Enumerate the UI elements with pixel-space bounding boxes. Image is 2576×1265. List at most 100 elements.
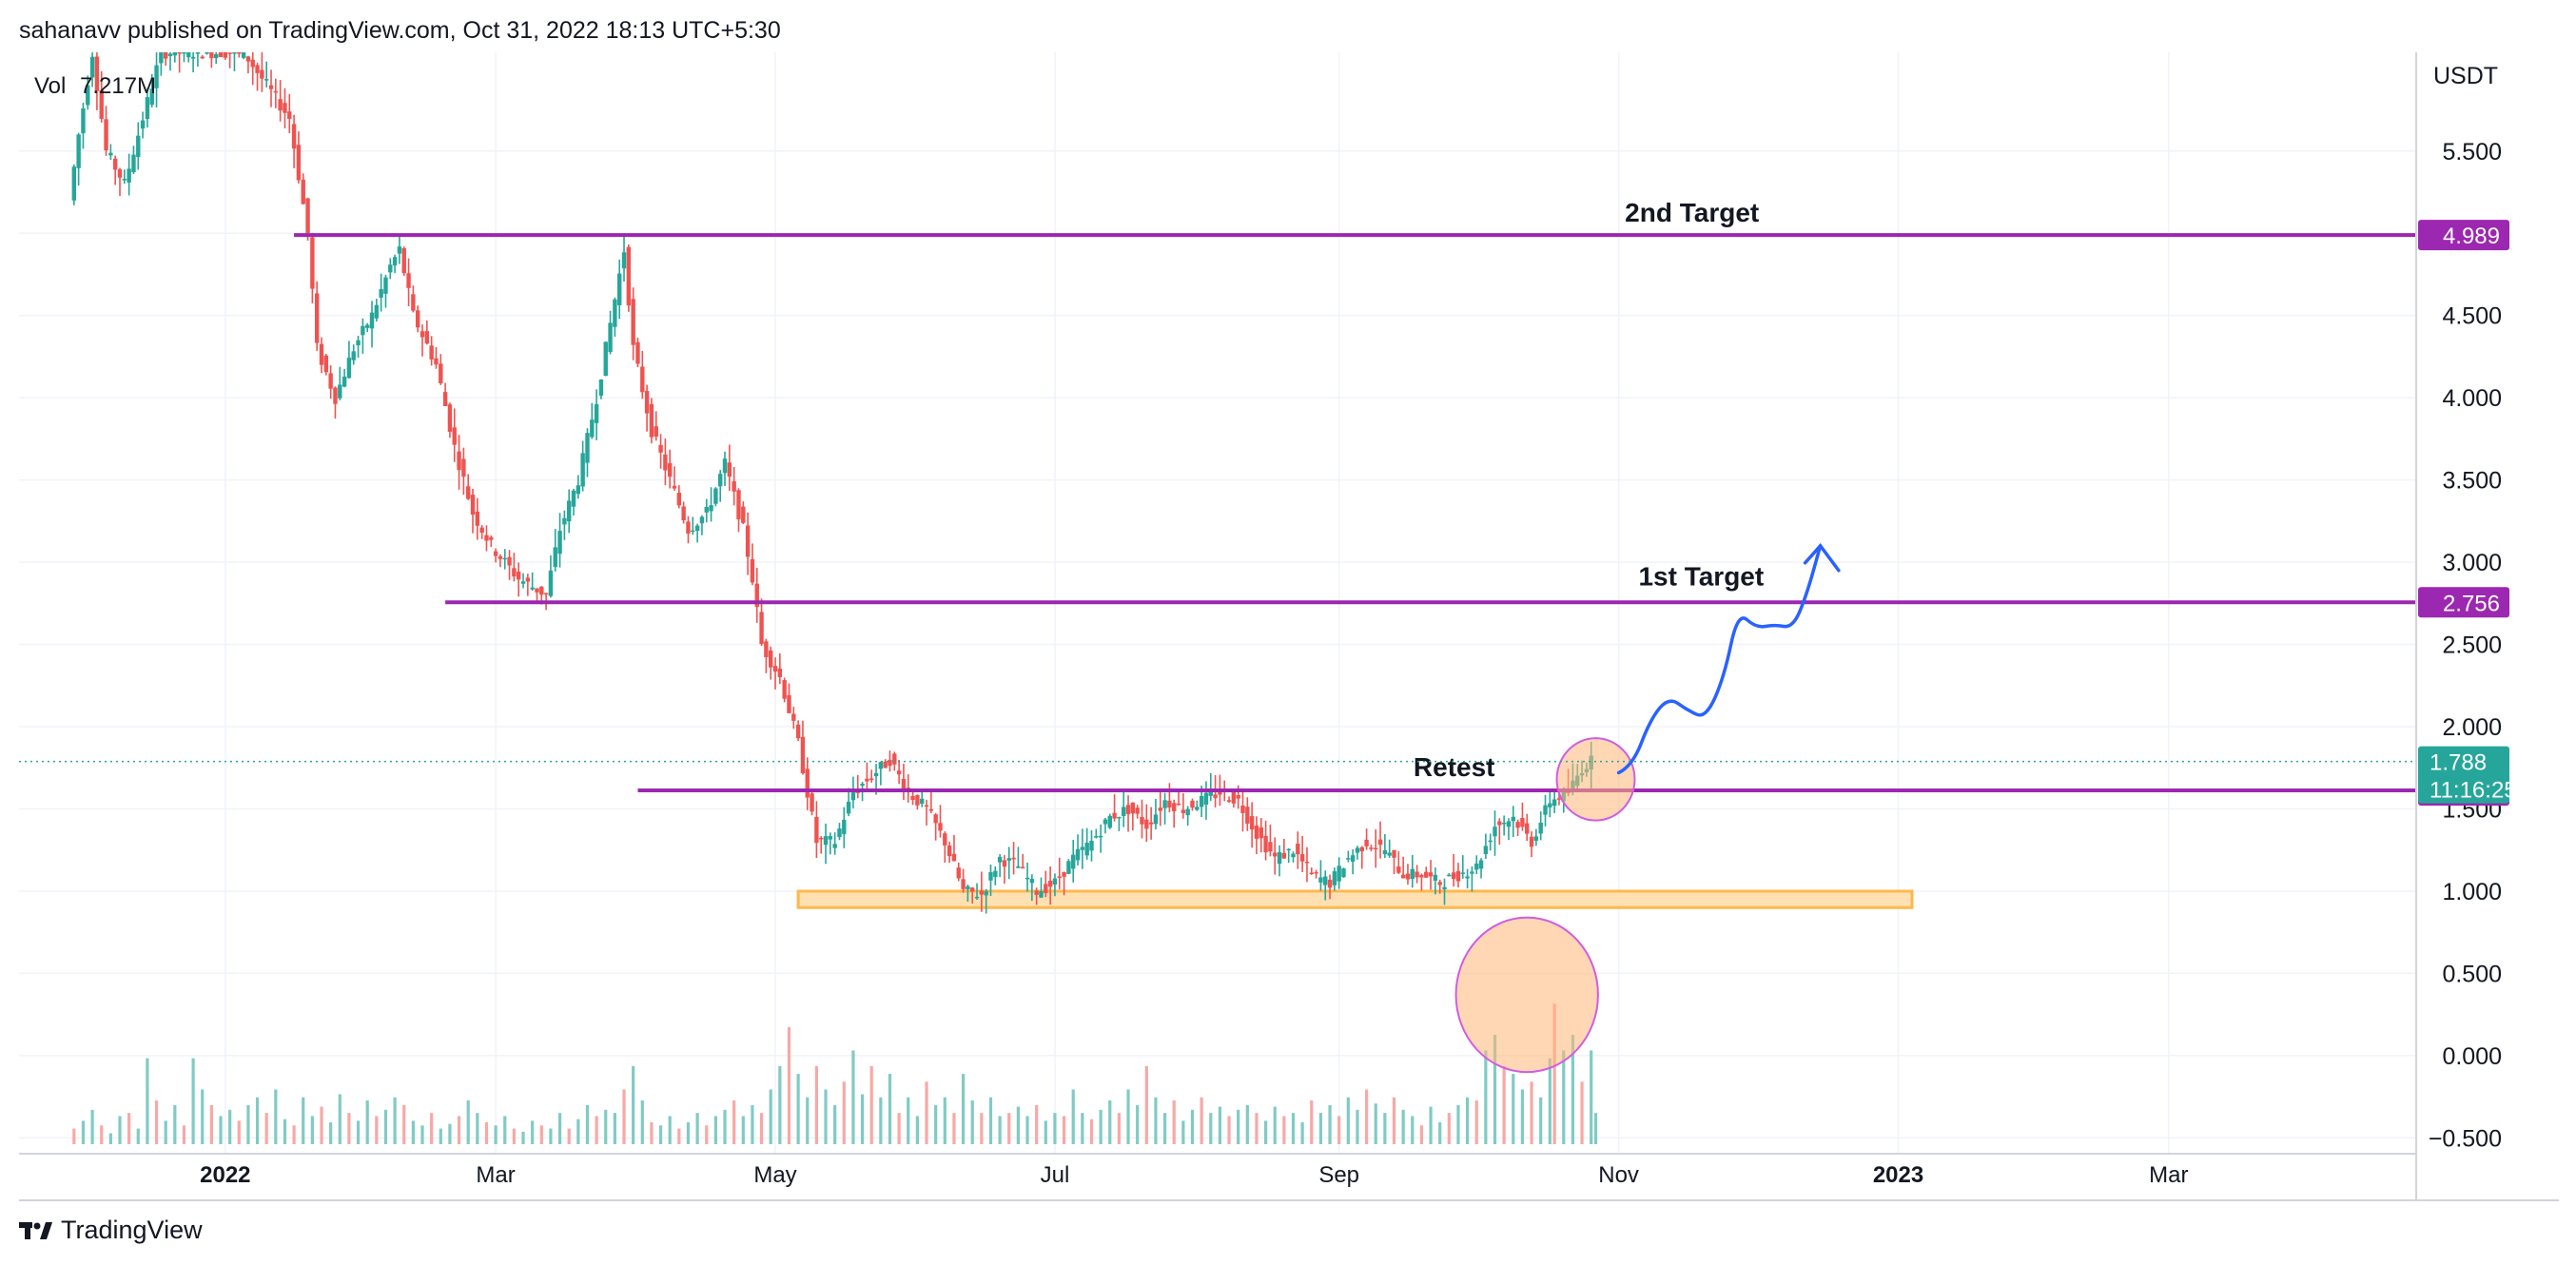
candle-body — [1538, 822, 1543, 834]
candle-body — [1314, 871, 1318, 874]
candle-body — [283, 103, 287, 113]
candle-body — [736, 490, 741, 520]
candle-body — [112, 158, 118, 170]
projection-arrowhead — [1803, 543, 1841, 573]
candle-body — [475, 511, 480, 526]
volume-bar — [1562, 1050, 1566, 1144]
price-badge-4.989 — [2418, 220, 2509, 251]
candle-body — [1447, 874, 1452, 877]
volume-bar — [952, 1113, 956, 1144]
candle-body — [1374, 847, 1378, 850]
footer-logo[interactable]: TradingView — [19, 1216, 203, 1245]
volume-bar — [1099, 1109, 1103, 1144]
candle-body — [470, 495, 476, 516]
candle-body — [613, 299, 617, 327]
volume-bar — [632, 1065, 635, 1144]
volume-bar — [1356, 1109, 1359, 1144]
volume-bar — [943, 1097, 946, 1144]
candle-body — [406, 273, 411, 288]
candle-body — [691, 530, 695, 533]
candle-body — [429, 345, 434, 360]
candle-body — [1460, 872, 1465, 874]
candle-body — [415, 310, 420, 328]
volume-bar — [1162, 1113, 1167, 1144]
candle-body — [1327, 879, 1333, 888]
candle-body — [984, 890, 988, 896]
volume-bar — [1466, 1097, 1470, 1144]
candle-body — [704, 506, 709, 513]
volume-legend: Vol 7.217M — [34, 73, 156, 99]
volume-bar — [806, 1097, 810, 1144]
volume-bar — [732, 1100, 736, 1144]
candle-body — [163, 52, 168, 59]
candle-body — [1277, 852, 1282, 865]
candle-body — [356, 340, 361, 346]
currency-label: USDT — [2433, 63, 2498, 89]
volume-bar — [237, 1120, 241, 1144]
volume-bar — [1273, 1106, 1277, 1144]
candle-body — [401, 247, 406, 274]
candle-body — [823, 836, 829, 846]
volume-bar — [457, 1116, 461, 1144]
candle-body — [250, 59, 255, 68]
volume-bar — [191, 1058, 195, 1144]
candle-body — [694, 525, 700, 532]
candle-body — [388, 264, 393, 273]
candle-body — [1039, 891, 1044, 898]
volume-bar — [888, 1074, 892, 1144]
candle-body — [644, 391, 650, 414]
candle-body — [1057, 876, 1062, 879]
volume-bar — [1117, 1113, 1122, 1144]
candle-body — [1506, 821, 1512, 827]
y-tick-label: 0.000 — [2442, 1043, 2502, 1070]
candle-body — [631, 299, 635, 345]
volume-bar — [860, 1094, 865, 1144]
volume-bar — [897, 1113, 901, 1144]
candle-body — [1470, 871, 1474, 874]
candle-body — [323, 355, 329, 373]
candle-body — [1474, 863, 1479, 870]
candle-body — [154, 65, 159, 88]
candle-body — [1263, 835, 1268, 853]
level-lines — [294, 233, 2416, 792]
x-tick-label: Mar — [476, 1162, 515, 1188]
volume-bar — [1502, 1065, 1506, 1144]
candle-body — [686, 521, 691, 535]
volume-bar — [246, 1104, 250, 1144]
candle-body — [232, 52, 237, 54]
volume-bar — [320, 1106, 323, 1144]
publish-header: sahanavv published on TradingView.com, O… — [19, 17, 781, 44]
candle-body — [676, 493, 682, 506]
highlight-circles — [1454, 737, 1636, 1074]
volume-bar — [1328, 1104, 1332, 1144]
candle-body — [548, 570, 554, 596]
candle-body — [346, 358, 352, 379]
candle-body — [924, 805, 929, 808]
candle-body — [392, 257, 398, 266]
candle-body — [915, 794, 920, 806]
highlight-circle-0 — [1555, 737, 1636, 822]
candle-body — [988, 871, 993, 881]
candle-body — [1181, 809, 1186, 813]
candle-body — [741, 506, 746, 523]
candle-body — [1332, 871, 1337, 886]
candle-body — [855, 791, 860, 793]
candle-body — [1044, 884, 1048, 893]
candle-body — [943, 833, 947, 846]
candle-body — [439, 363, 443, 383]
volume-bar — [1364, 1089, 1369, 1144]
candle-body — [709, 505, 713, 512]
candle-body — [420, 331, 425, 338]
candle-body — [1451, 872, 1456, 880]
candle-body — [1346, 858, 1351, 860]
candle-body — [1433, 874, 1438, 881]
candle-body — [493, 551, 498, 556]
candle-body — [177, 52, 182, 54]
candle-body — [484, 535, 489, 541]
annotation-2nd-target: 2nd Target — [1625, 198, 1759, 227]
volume-bar — [1520, 1089, 1525, 1144]
volume-bar — [604, 1109, 608, 1144]
volume-bar — [81, 1120, 86, 1144]
candle-body — [832, 844, 837, 848]
